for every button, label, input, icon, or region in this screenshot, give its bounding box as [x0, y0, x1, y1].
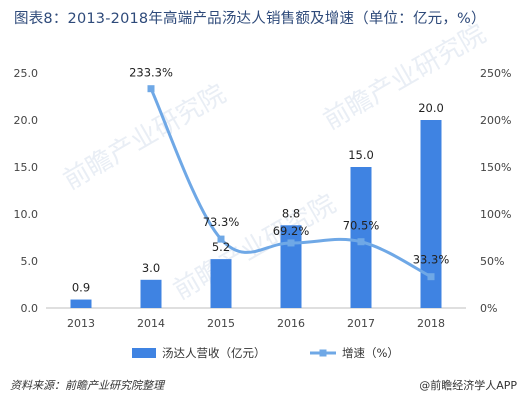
brand-credit: @前瞻经济学人APP	[419, 379, 517, 392]
y-right-tick-label: 150%	[480, 161, 511, 174]
y-right-tick-label: 0%	[480, 302, 497, 315]
source-note: 资料来源：前瞻产业研究院整理	[10, 379, 164, 392]
bar-2017	[350, 167, 372, 308]
legend: 汤达人营收（亿元） 增速（%）	[132, 346, 399, 360]
chart-title: 图表8：2013-2018年高端产品汤达人销售额及增速（单位：亿元，%）	[14, 11, 486, 27]
axes: 0.0 5.0 10.0 15.0 20.0 25.0 0% 50% 100% 150% 200% 2…	[14, 67, 512, 330]
x-tick-label-2015: 2015	[207, 317, 235, 330]
bar-label-2016: 8.8	[282, 206, 300, 220]
watermark-text-2: 前瞻产业研究院	[169, 189, 342, 306]
bar-2015	[210, 259, 232, 308]
bar-2018	[420, 120, 442, 308]
line-label-2015: 73.3%	[203, 215, 240, 229]
bar-series	[70, 120, 442, 308]
legend-line-label: 增速（%）	[342, 346, 399, 360]
line-series	[147, 85, 435, 281]
y-right-tick-label: 250%	[480, 67, 511, 80]
bar-2013	[70, 299, 92, 308]
watermark-text-0: 前瞻产业研究院	[59, 79, 232, 196]
bar-label-2013: 0.9	[72, 281, 90, 295]
watermark-text-1: 前瞻产业研究院	[319, 19, 492, 136]
line-point-2017	[357, 238, 365, 246]
y-left-tick-label: 15.0	[14, 161, 39, 174]
y-right-tick-label: 200%	[480, 114, 511, 127]
x-tick-label-2018: 2018	[417, 317, 445, 330]
line-label-2017: 70.5%	[343, 219, 380, 233]
legend-bar-label: 汤达人营收（亿元）	[162, 346, 266, 360]
y-right-tick-label: 50%	[480, 255, 504, 268]
bar-label-2018: 20.0	[418, 101, 444, 115]
y-left-tick-label: 20.0	[14, 114, 39, 127]
line-point-2016	[287, 239, 295, 247]
bar-2016	[280, 225, 302, 308]
growth-line	[149, 88, 432, 279]
line-label-2018: 33.3%	[413, 253, 450, 267]
x-tick-label-2013: 2013	[67, 317, 95, 330]
bar-label-2014: 3.0	[142, 261, 160, 275]
bar-label-2017: 15.0	[348, 148, 374, 162]
y-left-tick-label: 5.0	[21, 255, 39, 268]
x-tick-label-2017: 2017	[347, 317, 375, 330]
y-left-tick-label: 25.0	[14, 67, 39, 80]
legend-bar-swatch	[132, 348, 156, 358]
x-tick-label-2016: 2016	[277, 317, 305, 330]
line-label-2014: 233.3%	[129, 66, 173, 80]
line-label-2016: 69.2%	[273, 224, 310, 238]
bar-2014	[140, 279, 162, 308]
y-right-tick-label: 100%	[480, 208, 511, 221]
line-point-2015	[217, 235, 225, 243]
legend-line-marker	[319, 349, 327, 357]
line-point-2018	[427, 273, 435, 281]
line-point-2014	[147, 85, 155, 93]
bar-label-2015: 5.2	[212, 240, 230, 254]
x-tick-label-2014: 2014	[137, 317, 165, 330]
data-labels: 0.9 3.0 5.2 8.8 15.0 20.0 233.3% 73.3% 69.2% 70.5…	[72, 66, 449, 295]
y-left-tick-label: 10.0	[14, 208, 39, 221]
y-left-tick-label: 0.0	[21, 302, 39, 315]
